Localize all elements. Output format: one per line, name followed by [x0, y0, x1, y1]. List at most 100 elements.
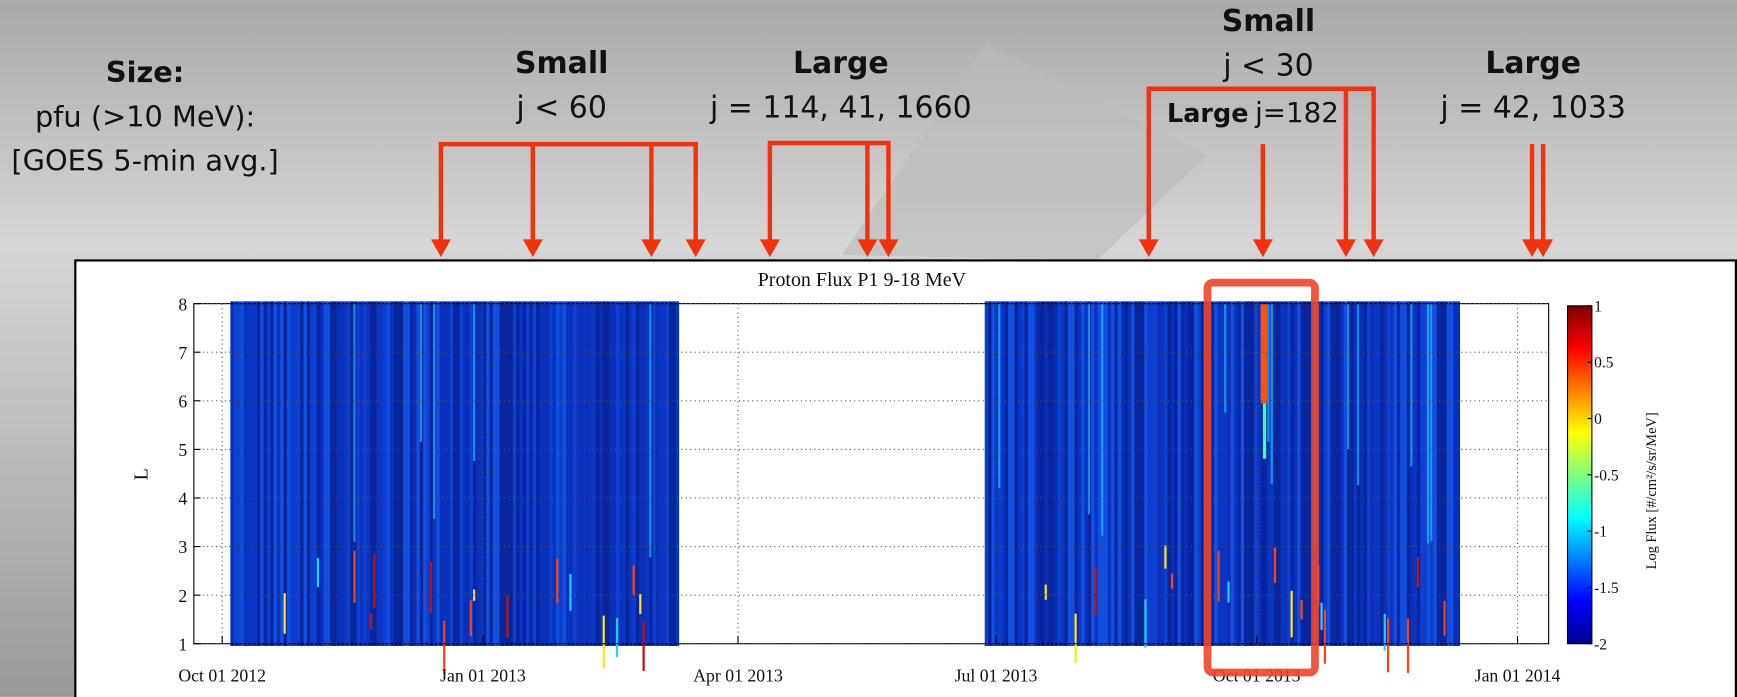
texture: [463, 301, 467, 646]
texture: [1174, 301, 1178, 646]
texture: [1037, 301, 1042, 646]
streak: [1224, 303, 1227, 413]
texture: [1380, 301, 1384, 646]
texture: [602, 301, 606, 646]
texture: [1160, 301, 1165, 646]
texture: [632, 301, 636, 646]
texture: [1297, 301, 1301, 646]
streak: [1347, 303, 1350, 450]
size-line: pfu (>10 MeV):: [35, 99, 255, 133]
texture: [247, 301, 251, 646]
texture: [1353, 301, 1358, 646]
texture: [423, 301, 427, 646]
texture: [1157, 301, 1161, 646]
colorbar-tick-label: -1: [1594, 524, 1607, 541]
texture: [1018, 301, 1022, 646]
streak: [998, 303, 1001, 489]
texture: [230, 301, 234, 646]
texture: [1154, 301, 1158, 646]
texture: [486, 301, 490, 646]
texture: [330, 301, 334, 646]
texture: [1121, 301, 1125, 646]
streak: [1300, 600, 1303, 620]
texture: [326, 301, 331, 646]
texture: [1074, 301, 1078, 646]
texture: [1350, 301, 1354, 646]
texture: [1170, 301, 1175, 646]
texture: [403, 301, 407, 646]
colorbar-tick-label: -1.5: [1594, 580, 1619, 597]
texture: [373, 301, 377, 646]
texture: [662, 301, 666, 646]
texture: [340, 301, 344, 646]
chart-title: Proton Flux P1 9-18 MeV: [758, 269, 967, 291]
texture: [659, 301, 663, 646]
texture: [1187, 301, 1191, 646]
texture: [1277, 301, 1281, 646]
texture: [273, 301, 277, 646]
y-tick-label: 5: [178, 440, 187, 460]
texture: [519, 301, 523, 646]
streak: [1262, 403, 1267, 459]
texture: [669, 301, 673, 646]
streak: [283, 593, 286, 634]
streak: [1273, 547, 1277, 584]
texture: [675, 301, 680, 646]
colorbar-tick-label: 1: [1594, 298, 1602, 315]
texture: [526, 301, 530, 646]
texture: [1420, 301, 1424, 646]
event-heading: Large: [793, 46, 889, 81]
texture: [1403, 301, 1407, 646]
size-line: [GOES 5-min avg.]: [11, 144, 278, 178]
texture: [1217, 301, 1221, 646]
texture: [582, 301, 587, 646]
bracket: [438, 141, 698, 253]
streak: [1267, 303, 1270, 442]
texture: [642, 301, 646, 646]
texture: [383, 301, 387, 646]
texture: [1024, 301, 1029, 646]
texture: [1064, 301, 1068, 646]
texture: [1300, 301, 1304, 646]
texture: [1436, 301, 1441, 646]
texture: [1104, 301, 1108, 646]
texture: [316, 301, 321, 646]
texture: [1443, 301, 1447, 646]
texture: [672, 301, 676, 646]
texture: [635, 301, 640, 646]
texture: [629, 301, 633, 646]
bracket: [1146, 86, 1376, 253]
highlight-box: [1203, 278, 1319, 677]
texture: [536, 301, 540, 646]
event-heading: Large: [1167, 99, 1248, 129]
texture: [1370, 301, 1374, 646]
texture: [1287, 301, 1291, 646]
texture: [1376, 301, 1381, 646]
texture: [1014, 301, 1019, 646]
texture: [1263, 301, 1268, 646]
streak: [602, 615, 605, 669]
texture: [1131, 301, 1135, 646]
streak: [1443, 600, 1446, 636]
texture: [443, 301, 447, 646]
texture: [1247, 301, 1251, 646]
texture: [300, 301, 304, 646]
texture: [639, 301, 643, 646]
texture: [409, 301, 414, 646]
texture: [399, 301, 404, 646]
texture: [356, 301, 361, 646]
texture: [994, 301, 999, 646]
streak: [642, 621, 645, 672]
texture: [625, 301, 630, 646]
texture: [376, 301, 380, 646]
texture: [333, 301, 337, 646]
bracket: [1529, 144, 1546, 253]
texture: [556, 301, 560, 646]
colorbar-tick-label: -0.5: [1594, 467, 1619, 484]
texture: [266, 301, 271, 646]
texture: [1413, 301, 1417, 646]
streak: [1320, 602, 1323, 630]
texture: [233, 301, 238, 646]
texture: [576, 301, 580, 646]
streak: [1087, 303, 1091, 515]
